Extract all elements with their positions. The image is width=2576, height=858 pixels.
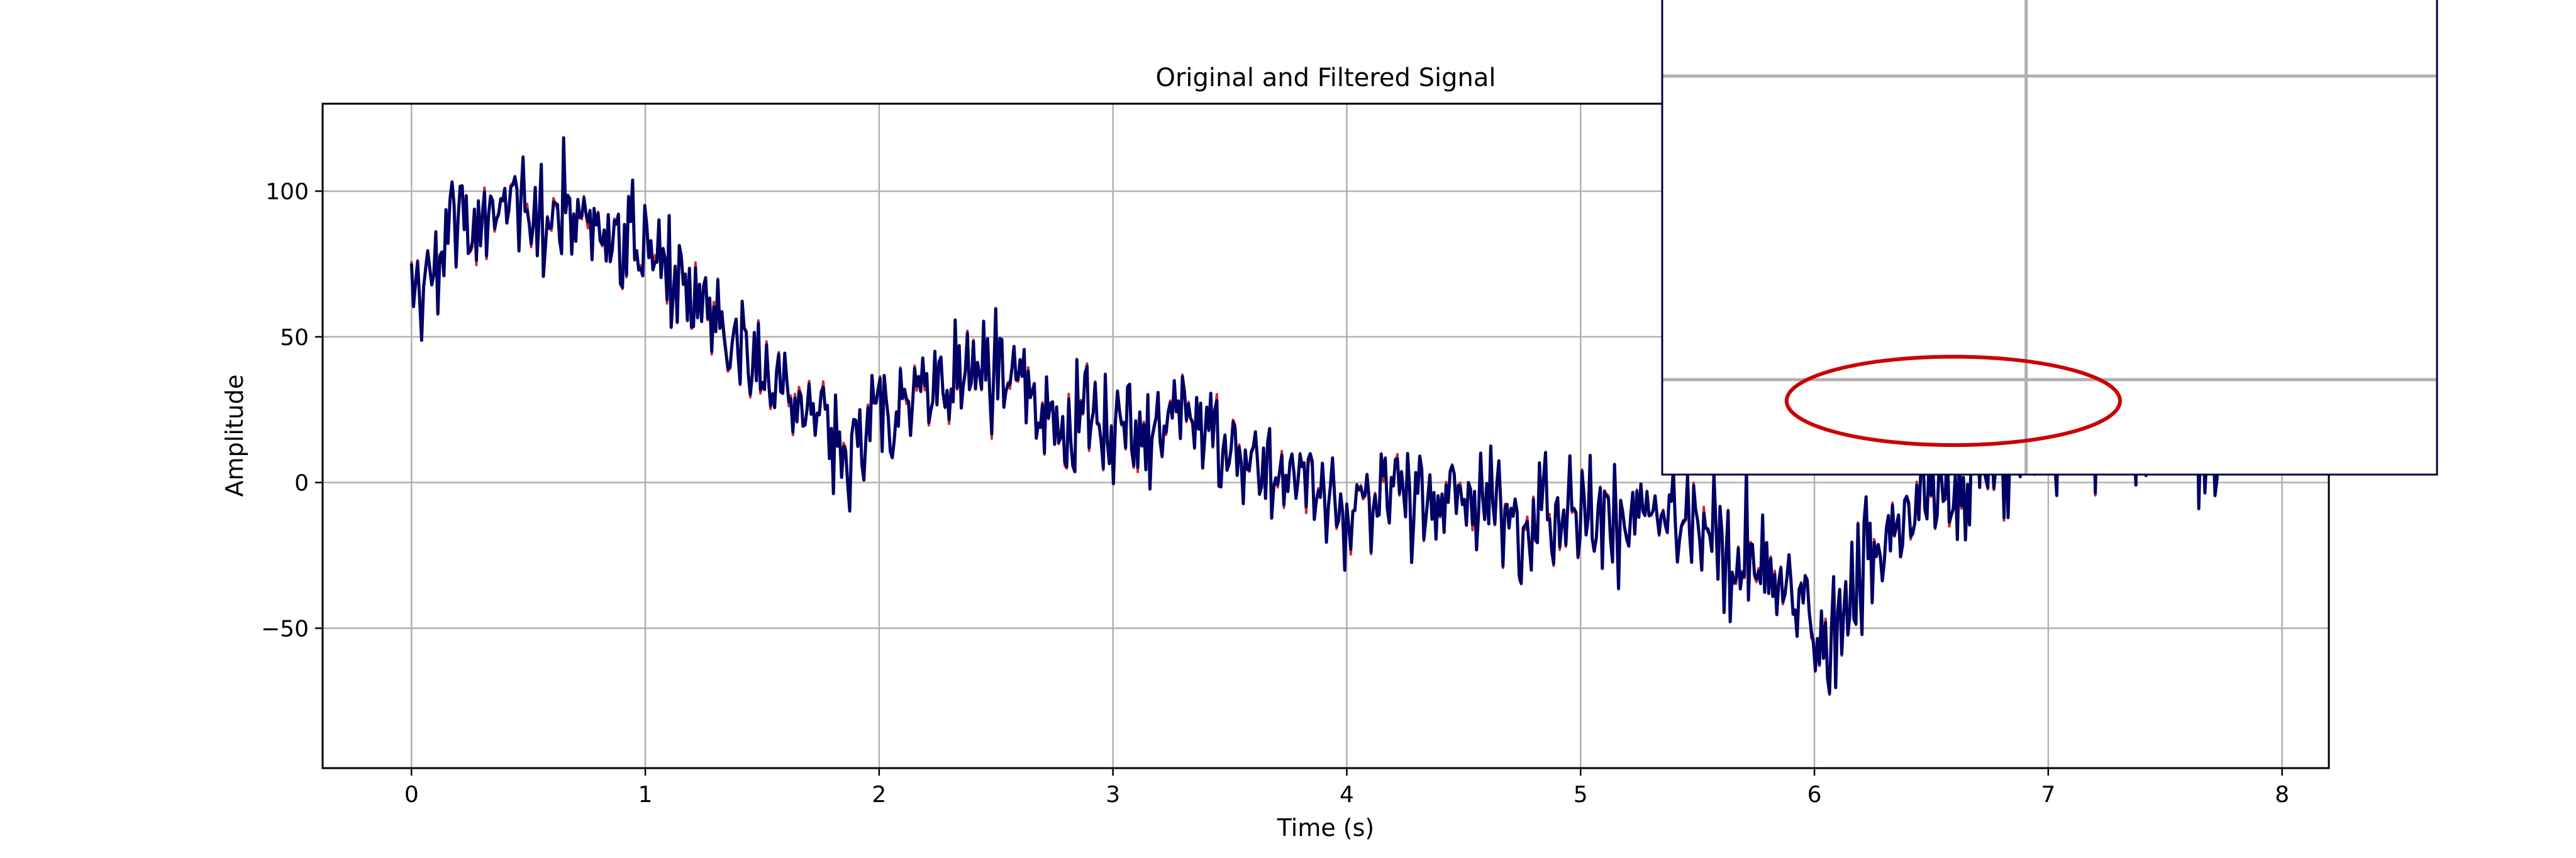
- x-ticks: 0 1 2 3 4 5 6 7 8: [404, 768, 2289, 808]
- x-tick-label: 2: [872, 782, 886, 808]
- x-axis-label: Time (s): [1277, 814, 1375, 842]
- y-axis-label: Amplitude: [221, 375, 248, 497]
- x-tick-label: 0: [404, 782, 419, 808]
- x-tick-label: 6: [1807, 782, 1822, 808]
- chart-title: Original and Filtered Signal: [1156, 63, 1496, 92]
- x-tick-label: 5: [1574, 782, 1588, 808]
- y-ticks: −50 0 50 100: [261, 179, 323, 642]
- y-tick-label: 100: [265, 179, 309, 205]
- x-tick-label: 1: [638, 782, 653, 808]
- inset-gridlines: [1662, 0, 2437, 475]
- highlight-ellipse: [1784, 355, 2122, 448]
- y-tick-label: 50: [280, 325, 309, 351]
- inset-panel: [1661, 0, 2438, 476]
- series-filtered-line: [409, 136, 2237, 695]
- y-tick-label: 0: [294, 471, 309, 497]
- x-tick-label: 4: [1340, 782, 1354, 808]
- x-tick-label: 3: [1106, 782, 1120, 808]
- x-tick-label: 8: [2275, 782, 2289, 808]
- y-tick-label: −50: [261, 616, 309, 642]
- x-tick-label: 7: [2041, 782, 2055, 808]
- inset-frame: [1661, 0, 2438, 476]
- inset-background: [1662, 0, 2437, 475]
